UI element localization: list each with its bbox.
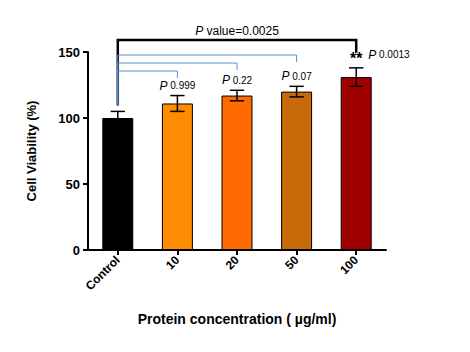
svg-text:value=0.0025: value=0.0025 bbox=[203, 24, 279, 38]
svg-text:0.0013: 0.0013 bbox=[376, 49, 410, 60]
svg-text:20: 20 bbox=[223, 253, 243, 273]
svg-text:P: P bbox=[159, 79, 167, 93]
svg-text:P: P bbox=[195, 24, 203, 38]
svg-text:0.999: 0.999 bbox=[167, 80, 195, 91]
svg-text:Cell Viability (%): Cell Viability (%) bbox=[24, 101, 39, 202]
svg-text:P: P bbox=[368, 48, 376, 62]
svg-text:50: 50 bbox=[282, 253, 302, 273]
svg-text:150: 150 bbox=[58, 45, 80, 60]
svg-text:P: P bbox=[281, 69, 289, 83]
svg-text:0: 0 bbox=[73, 243, 80, 258]
svg-text:100: 100 bbox=[337, 253, 361, 277]
svg-text:Protein concentration ( µg/ml): Protein concentration ( µg/ml) bbox=[138, 311, 337, 327]
svg-text:**: ** bbox=[350, 50, 363, 67]
svg-text:50: 50 bbox=[66, 177, 80, 192]
svg-text:0.07: 0.07 bbox=[289, 71, 312, 82]
svg-text:Control: Control bbox=[83, 253, 123, 293]
svg-text:10: 10 bbox=[163, 253, 183, 273]
svg-text:100: 100 bbox=[58, 111, 80, 126]
svg-text:P: P bbox=[222, 73, 230, 87]
svg-text:0.22: 0.22 bbox=[230, 75, 253, 86]
